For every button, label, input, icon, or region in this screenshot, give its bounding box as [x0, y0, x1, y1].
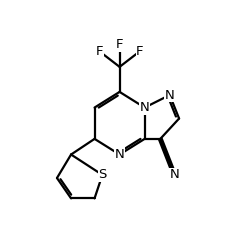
Text: S: S: [98, 168, 107, 181]
Text: N: N: [169, 168, 179, 181]
Text: F: F: [95, 45, 103, 58]
Text: F: F: [136, 45, 144, 58]
Text: N: N: [115, 148, 124, 161]
Text: F: F: [116, 39, 123, 51]
Text: N: N: [140, 101, 149, 114]
Text: N: N: [165, 89, 174, 102]
